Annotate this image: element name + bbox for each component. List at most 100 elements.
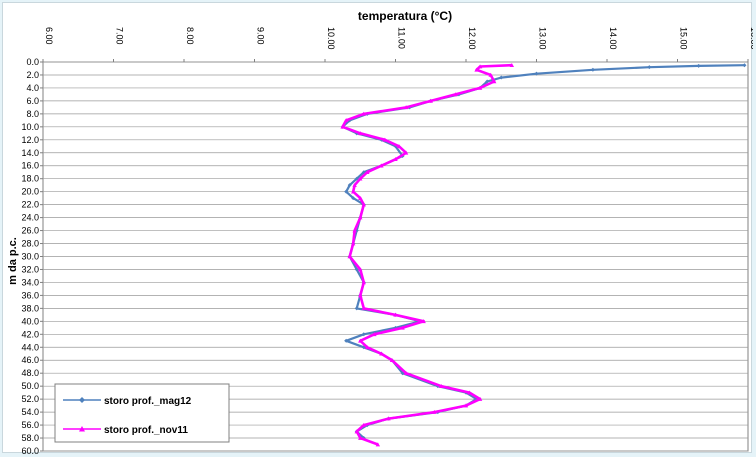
y-tick-label: 40.0	[21, 316, 39, 326]
data-point	[358, 435, 363, 440]
data-point	[358, 267, 363, 272]
data-point	[492, 79, 497, 84]
data-point	[344, 189, 349, 194]
data-point	[403, 105, 409, 110]
data-point	[389, 358, 395, 363]
y-tick-label: 30.0	[21, 252, 39, 262]
x-tick-label: 10.00	[326, 27, 336, 50]
data-point	[358, 338, 363, 343]
y-tick-label: 28.0	[21, 239, 39, 249]
data-point	[421, 319, 426, 324]
y-tick-label: 24.0	[21, 213, 39, 223]
data-point	[439, 383, 444, 388]
data-point	[396, 144, 402, 149]
x-axis-ticks: 6.00 7.00 8.00 9.00 10.00 11.00 12.00 13.00 14.0…	[42, 27, 753, 62]
x-tick-label: 16.00	[749, 27, 753, 50]
data-point	[361, 202, 366, 207]
data-point	[347, 254, 352, 259]
data-point	[379, 163, 384, 168]
y-tick-label: 6.0	[26, 96, 39, 106]
data-point	[358, 131, 363, 136]
data-point	[379, 351, 384, 356]
y-axis-ticks: 0.0 2.0 4.0 6.0 8.0 10.0 12.0 14.0 16.0 18.0 20.0 2…	[21, 57, 43, 454]
data-point	[453, 92, 458, 97]
y-tick-label: 38.0	[21, 303, 39, 313]
y-tick-label: 34.0	[21, 277, 39, 287]
x-tick-label: 8.00	[185, 27, 195, 45]
data-point	[477, 85, 483, 90]
data-point	[463, 403, 469, 408]
legend-label: storo prof._mag12	[104, 396, 192, 407]
data-point	[354, 306, 359, 311]
legend-box	[54, 383, 230, 443]
series-line	[341, 63, 512, 446]
y-tick-label: 4.0	[26, 83, 39, 93]
y-tick-label: 32.0	[21, 264, 39, 274]
y-tick-label: 2.0	[26, 70, 39, 80]
y-tick-label: 42.0	[21, 329, 39, 339]
legend-marker	[79, 426, 85, 432]
data-point	[343, 118, 349, 123]
y-tick-label: 60.0	[21, 446, 39, 454]
y-tick-label: 58.0	[21, 433, 39, 443]
y-tick-label: 14.0	[21, 148, 39, 158]
y-tick-label: 20.0	[21, 187, 39, 197]
data-point	[534, 71, 539, 76]
data-point	[393, 157, 398, 162]
data-point	[488, 72, 493, 77]
y-tick-label: 44.0	[21, 342, 39, 352]
data-point	[365, 345, 370, 350]
data-point	[351, 196, 356, 201]
y-tick-label: 0.0	[26, 57, 39, 67]
x-tick-label: 14.00	[608, 27, 618, 50]
temperature-depth-chart: temperatura (°C) 6.00 7.00 8.00 9.00 10.00 11…	[7, 9, 753, 454]
data-point	[361, 422, 366, 427]
gridlines	[42, 61, 749, 452]
x-tick-label: 9.00	[256, 27, 266, 45]
data-point	[403, 150, 409, 155]
data-point	[361, 280, 366, 285]
x-tick-label: 15.00	[679, 27, 689, 50]
data-point	[358, 215, 363, 220]
data-point	[351, 241, 356, 246]
data-point	[742, 63, 747, 68]
data-point	[352, 228, 357, 233]
data-point	[358, 176, 363, 181]
y-tick-label: 54.0	[21, 407, 39, 417]
data-point	[477, 64, 483, 69]
data-point	[340, 124, 345, 129]
y-tick-label: 22.0	[21, 200, 39, 210]
y-tick-label: 52.0	[21, 394, 39, 404]
x-tick-label: 13.00	[538, 27, 548, 50]
y-tick-label: 46.0	[21, 355, 39, 365]
data-point	[372, 332, 377, 337]
y-tick-label: 36.0	[21, 290, 39, 300]
data-point	[474, 67, 479, 72]
y-tick-label: 12.0	[21, 135, 39, 145]
data-point	[358, 195, 363, 200]
y-tick-label: 56.0	[21, 420, 39, 430]
data-series	[340, 63, 747, 447]
data-point	[347, 183, 352, 188]
y-tick-label: 18.0	[21, 174, 39, 184]
data-point	[403, 371, 409, 375]
x-tick-label: 12.00	[467, 27, 477, 50]
series-line	[341, 64, 745, 439]
data-point	[361, 111, 366, 116]
data-point	[351, 189, 356, 194]
data-point	[428, 98, 433, 103]
data-point	[358, 293, 363, 298]
data-point	[485, 79, 490, 84]
y-tick-label: 10.0	[21, 122, 39, 132]
x-tick-label: 6.00	[44, 27, 54, 45]
data-point	[477, 396, 483, 401]
data-point	[432, 409, 437, 414]
data-point	[365, 170, 370, 175]
data-point	[467, 390, 472, 395]
x-tick-label: 7.00	[115, 27, 125, 45]
y-tick-label: 26.0	[21, 226, 39, 236]
data-point	[352, 182, 357, 187]
data-point	[590, 67, 595, 72]
legend-marker	[79, 397, 85, 403]
